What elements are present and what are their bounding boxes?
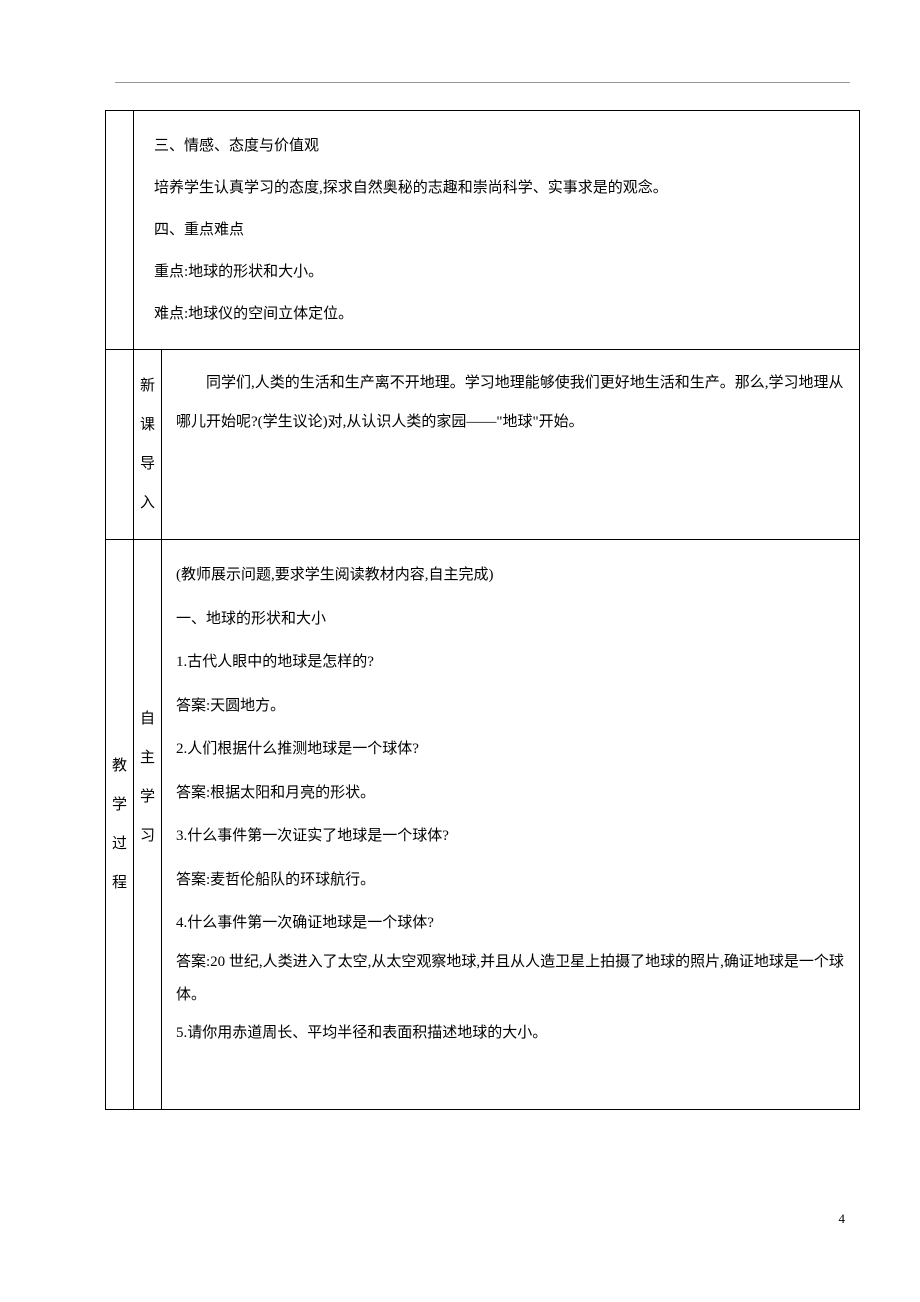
selfstudy-label-char: 自	[140, 712, 155, 727]
question-2: 2.人们根据什么推测地球是一个球体?	[176, 728, 845, 772]
objectives-cell: 三、情感、态度与价值观 培养学生认真学习的态度,探求自然奥秘的志趣和崇尚科学、实…	[134, 111, 860, 350]
answer-2: 答案:根据太阳和月亮的形状。	[176, 772, 845, 816]
selfstudy-section-title: 一、地球的形状和大小	[176, 598, 845, 642]
selfstudy-label-cell: 自 主 学 习	[134, 540, 162, 1110]
question-5: 5.请你用赤道周长、平均半径和表面积描述地球的大小。	[176, 1012, 845, 1056]
difficulty-text: 难点:地球仪的空间立体定位。	[154, 293, 839, 335]
content-area: 三、情感、态度与价值观 培养学生认真学习的态度,探求自然奥秘的志趣和崇尚科学、实…	[105, 110, 860, 1202]
answer-1: 答案:天圆地方。	[176, 685, 845, 729]
process-label-char: 学	[112, 798, 127, 813]
intro-label-char: 入	[140, 496, 155, 511]
page-number: 4	[839, 1211, 846, 1227]
selfstudy-label-char: 主	[140, 751, 155, 766]
answer-3: 答案:麦哲伦船队的环球航行。	[176, 859, 845, 903]
keypoint-text: 重点:地球的形状和大小。	[154, 251, 839, 293]
teaching-process-label-cell: 教 学 过 程	[106, 540, 134, 1110]
left-spacer-top	[106, 111, 134, 350]
question-1: 1.古代人眼中的地球是怎样的?	[176, 641, 845, 685]
process-label-char: 教	[112, 759, 127, 774]
selfstudy-label-char: 习	[140, 829, 155, 844]
lesson-table: 三、情感、态度与价值观 培养学生认真学习的态度,探求自然奥秘的志趣和崇尚科学、实…	[105, 110, 860, 1110]
selfstudy-content-cell: (教师展示问题,要求学生阅读教材内容,自主完成) 一、地球的形状和大小 1.古代…	[162, 540, 860, 1110]
intro-text: 同学们,人类的生活和生产离不开地理。学习地理能够使我们更好地生活和生产。那么,学…	[176, 364, 845, 442]
question-4: 4.什么事件第一次确证地球是一个球体?	[176, 902, 845, 946]
header-rule	[115, 82, 850, 83]
left-spacer-mid	[106, 350, 134, 540]
heading-emotions: 三、情感、态度与价值观	[154, 125, 839, 167]
intro-label-char: 导	[140, 457, 155, 472]
selfstudy-label-char: 学	[140, 790, 155, 805]
intro-label-char: 课	[140, 418, 155, 433]
intro-content-cell: 同学们,人类的生活和生产离不开地理。学习地理能够使我们更好地生活和生产。那么,学…	[162, 350, 860, 540]
process-label-char: 程	[112, 876, 127, 891]
selfstudy-prompt: (教师展示问题,要求学生阅读教材内容,自主完成)	[176, 554, 845, 598]
heading-keypoints: 四、重点难点	[154, 209, 839, 251]
process-label-char: 过	[112, 837, 127, 852]
emotions-text: 培养学生认真学习的态度,探求自然奥秘的志趣和崇尚科学、实事求是的观念。	[154, 167, 839, 209]
intro-label-cell: 新 课 导 入	[134, 350, 162, 540]
intro-label-char: 新	[140, 379, 155, 394]
answer-4: 答案:20 世纪,人类进入了太空,从太空观察地球,并且从人造卫星上拍摄了地球的照…	[176, 946, 845, 1012]
question-3: 3.什么事件第一次证实了地球是一个球体?	[176, 815, 845, 859]
